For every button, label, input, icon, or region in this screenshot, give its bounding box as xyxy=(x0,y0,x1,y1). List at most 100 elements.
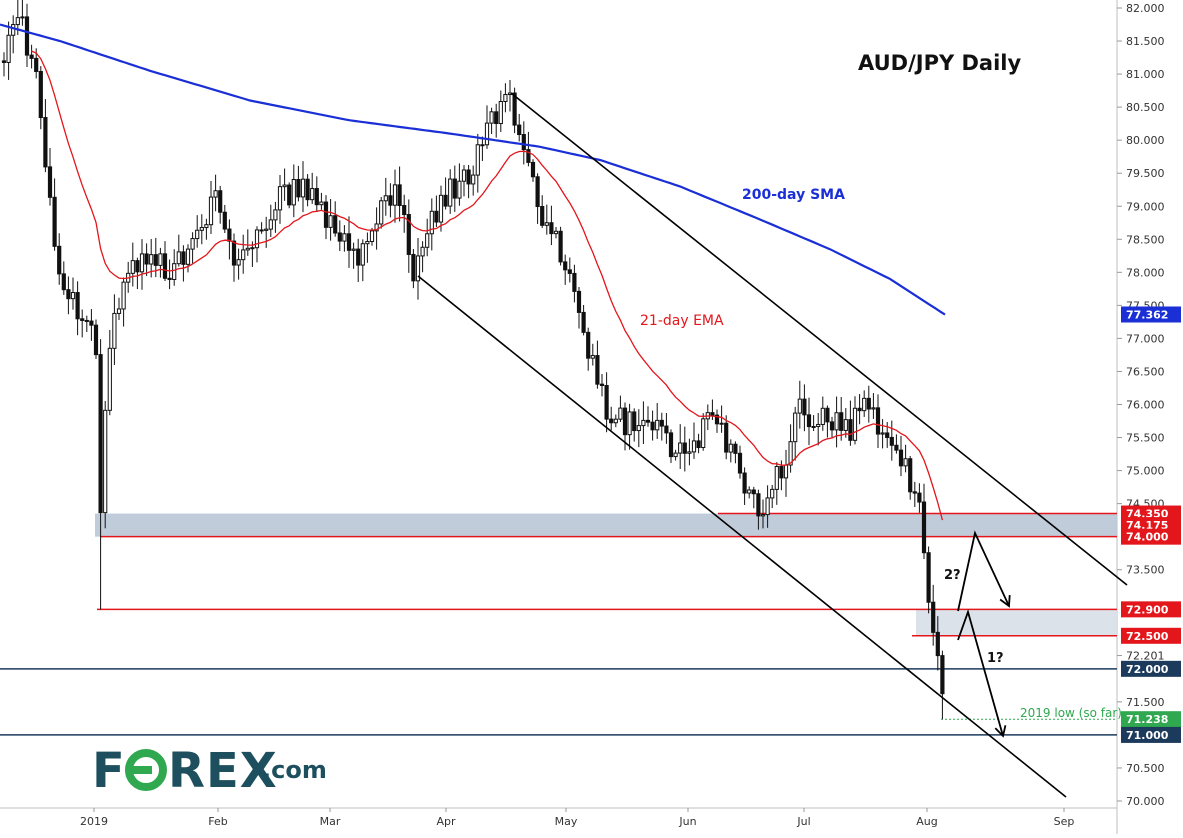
candle-body xyxy=(931,601,936,633)
candle xyxy=(66,276,71,315)
price-tag-box xyxy=(1121,627,1181,644)
candle-body xyxy=(167,277,172,280)
candle-body xyxy=(788,441,793,466)
price-tag-box xyxy=(1121,726,1181,743)
candle-body xyxy=(250,247,255,250)
candle xyxy=(167,259,172,290)
price-tag-label: 74.000 xyxy=(1126,531,1169,544)
candle-body xyxy=(701,418,706,449)
candle-body xyxy=(696,440,701,449)
candle xyxy=(121,277,126,327)
candle-body xyxy=(379,200,384,225)
x-tick-label: Aug xyxy=(916,815,937,828)
price-tag-label: 72.900 xyxy=(1126,603,1169,616)
candle-body xyxy=(420,246,425,257)
price-tag-label: 77.362 xyxy=(1126,308,1168,321)
candle-body xyxy=(356,248,361,266)
scenario-2-arrow xyxy=(957,530,1010,612)
candle-body xyxy=(710,412,715,416)
candle xyxy=(655,403,660,439)
candle-body xyxy=(204,224,209,229)
candle xyxy=(277,175,283,224)
candle xyxy=(47,147,53,206)
price-tag-label: 72.500 xyxy=(1126,630,1169,643)
candle xyxy=(236,248,241,280)
candle-body xyxy=(11,24,16,36)
candle xyxy=(834,396,839,448)
candle xyxy=(912,481,917,507)
candle-body xyxy=(673,452,678,458)
candle xyxy=(581,304,586,336)
price-tag: 74.000 xyxy=(1121,528,1181,545)
price-tags: 77.36274.35074.17574.00072.90072.50072.0… xyxy=(1121,306,1181,743)
candle-body xyxy=(43,117,48,168)
candle-body xyxy=(820,407,825,425)
candle-body xyxy=(434,210,439,223)
candle-body xyxy=(305,178,310,201)
sma-200-label: 200-day SMA xyxy=(742,187,845,203)
candle-body xyxy=(199,227,204,231)
candle-body xyxy=(834,412,839,431)
candle-body xyxy=(797,398,802,414)
candle xyxy=(935,616,940,671)
candle xyxy=(724,415,729,460)
candle xyxy=(259,222,264,234)
candle xyxy=(802,384,807,432)
candle-body xyxy=(365,240,370,245)
candle-body xyxy=(397,184,402,207)
candle xyxy=(287,182,292,209)
candle xyxy=(765,485,770,528)
y-tick-label: 79.000 xyxy=(1126,200,1165,213)
candle xyxy=(461,165,467,197)
y-tick-label: 76.000 xyxy=(1126,399,1165,412)
candle xyxy=(595,340,600,389)
logo-o-icon xyxy=(125,749,167,791)
candle xyxy=(296,165,301,202)
candle xyxy=(687,438,692,466)
candle-body xyxy=(926,552,931,603)
candle xyxy=(599,374,605,397)
candle-body xyxy=(903,458,908,467)
x-tick-label: 2019 xyxy=(80,815,108,828)
candle-body xyxy=(287,184,292,206)
candle-body xyxy=(829,421,835,431)
candle xyxy=(199,214,204,245)
candle-body xyxy=(264,228,269,231)
candle-body xyxy=(852,407,858,441)
candle xyxy=(282,168,287,201)
candle xyxy=(760,499,766,529)
candle xyxy=(549,205,554,246)
candle-body xyxy=(563,261,568,271)
x-tick-label: Apr xyxy=(436,815,456,828)
candle-body xyxy=(208,196,214,226)
candle-body xyxy=(783,464,789,479)
candle xyxy=(231,233,237,282)
candle-body xyxy=(282,184,287,188)
candle xyxy=(843,408,848,438)
candle-body xyxy=(779,466,784,479)
candle xyxy=(333,201,338,237)
candle-body xyxy=(517,124,522,136)
y-tick-label: 80.500 xyxy=(1126,101,1165,114)
candle xyxy=(452,165,457,212)
candle xyxy=(84,315,89,333)
price-tag: 71.000 xyxy=(1121,726,1181,743)
candle-body xyxy=(733,443,738,454)
candle xyxy=(797,380,802,429)
candle xyxy=(894,434,899,454)
candle-body xyxy=(103,409,108,514)
chart-title: AUD/JPY Daily xyxy=(858,51,1021,75)
candle xyxy=(558,226,563,266)
candle xyxy=(931,584,936,646)
candle xyxy=(52,178,57,251)
candle-body xyxy=(604,385,609,420)
candle-body xyxy=(484,122,490,146)
y-tick-label: 72.201 xyxy=(1126,650,1165,663)
candle xyxy=(218,185,223,224)
candle xyxy=(604,372,609,433)
candle xyxy=(356,238,361,282)
candle-body xyxy=(24,16,30,56)
candle-body xyxy=(765,497,770,516)
candle-body xyxy=(181,251,186,265)
x-tick-label: Mar xyxy=(320,815,341,828)
